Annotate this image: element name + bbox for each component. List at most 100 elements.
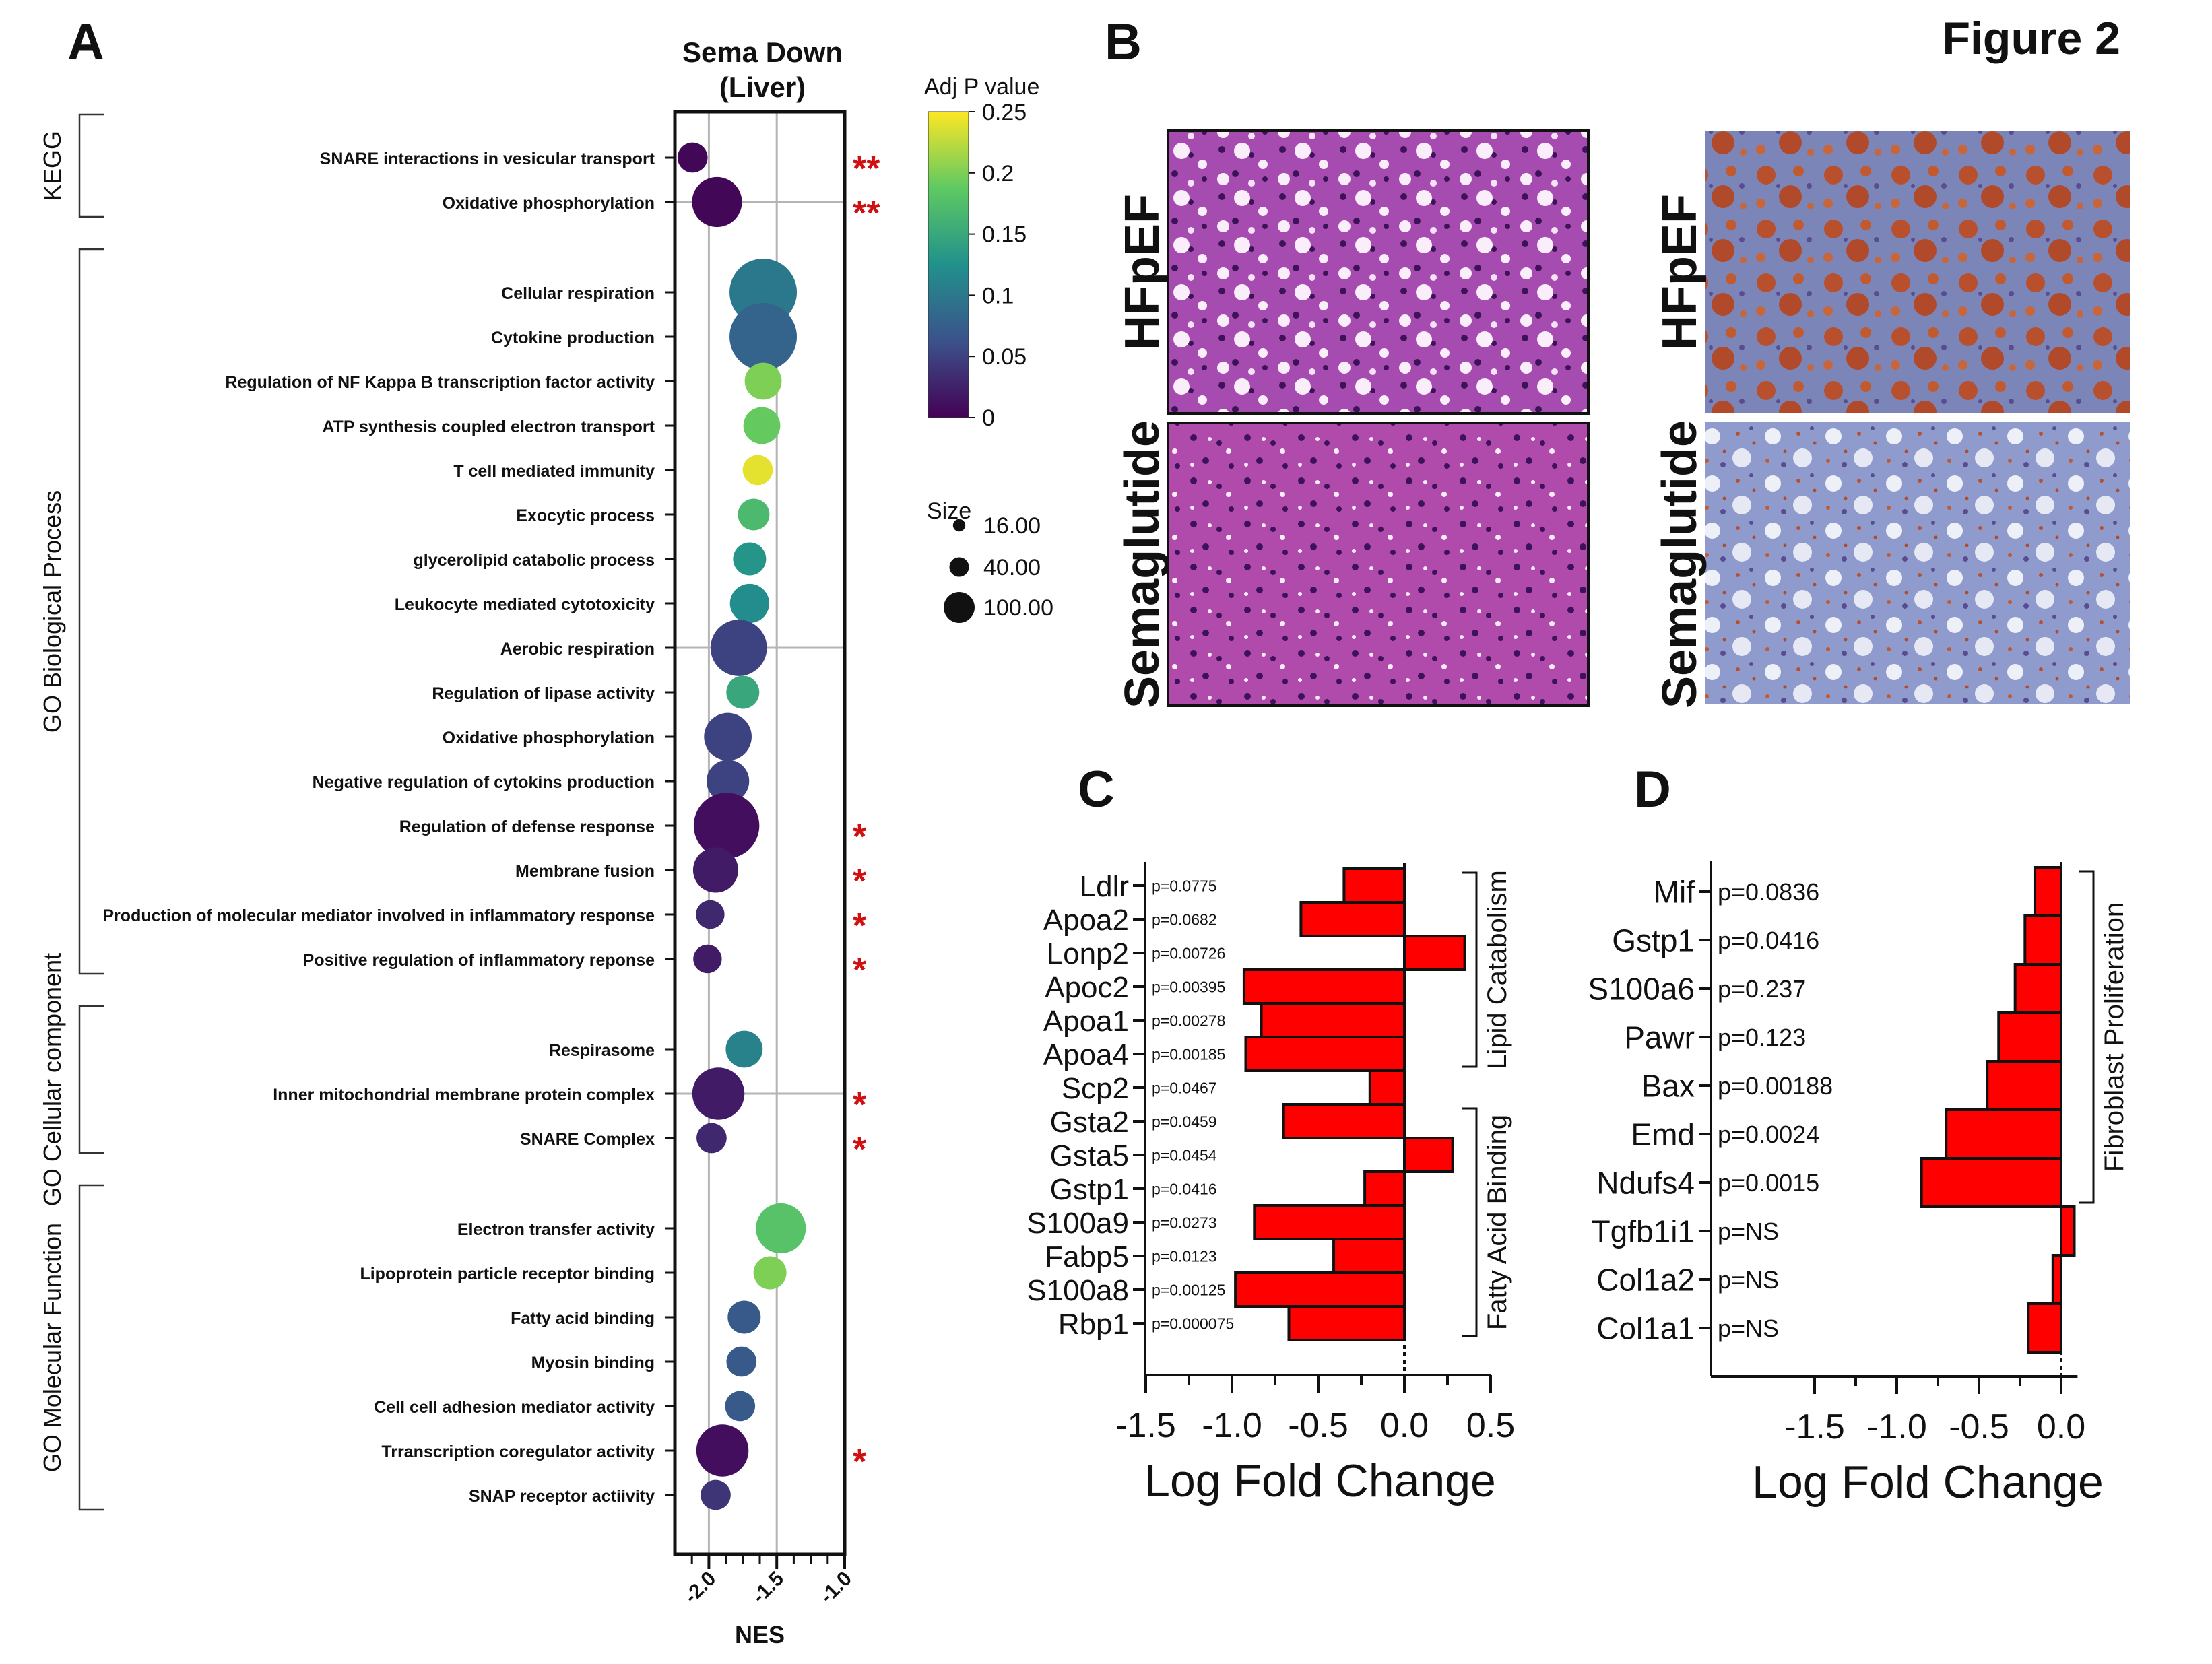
color-legend-tick-label: 0.25 bbox=[982, 100, 1027, 125]
p-value-label: p=0.0775 bbox=[1152, 877, 1217, 894]
bar bbox=[1234, 1271, 1406, 1308]
dotplot-title-line-2: (Liver) bbox=[719, 71, 806, 103]
dotplot-point bbox=[704, 712, 752, 761]
bar bbox=[1363, 1170, 1406, 1207]
dotplot-term-label: Exocytic process bbox=[516, 506, 655, 525]
dotplot-x-tick-label: -1.5 bbox=[748, 1568, 788, 1608]
bar bbox=[2060, 1205, 2076, 1257]
h-and-e-hfpef-image bbox=[1167, 129, 1590, 415]
x-tick-label: -1.0 bbox=[1202, 1406, 1262, 1445]
size-legend-dot bbox=[952, 519, 966, 532]
category-label: Col1a1 bbox=[1596, 1311, 1695, 1346]
dotplot-term-label: Fatty acid binding bbox=[511, 1309, 655, 1328]
bar bbox=[1282, 1103, 1406, 1139]
category-label: GO Biological Process bbox=[38, 490, 66, 733]
dotplot-point bbox=[738, 498, 770, 531]
p-value-label: p=NS bbox=[1718, 1218, 1779, 1245]
dotplot-term-label: Oxidative phosphorylation bbox=[443, 729, 655, 747]
panel-letter-c: C bbox=[1078, 761, 1115, 818]
p-value-label: p=0.00726 bbox=[1152, 944, 1225, 962]
dotplot-term-label: Lipoprotein particle receptor binding bbox=[360, 1265, 655, 1284]
color-legend-gradient bbox=[928, 111, 969, 418]
group-bracket-label: Fatty Acid Binding bbox=[1483, 1114, 1512, 1330]
x-tick-label: 0.0 bbox=[1380, 1406, 1429, 1445]
significance-marker: ** bbox=[853, 194, 880, 233]
category-label: Bax bbox=[1641, 1069, 1695, 1104]
bar bbox=[1368, 1069, 1406, 1106]
dotplot-term-label: Regulation of defense response bbox=[399, 818, 655, 836]
row-label-hfpef-right: HFpEF bbox=[1653, 194, 1707, 350]
panel-c-bar-chart: Ldlr p=0.0775 Apoa2 p=0.0682 Lonp2 p=0.00726 A… bbox=[1027, 862, 1515, 1506]
size-legend-dot bbox=[944, 592, 975, 623]
bar bbox=[1342, 867, 1406, 904]
dotplot-term-label: Respirasome bbox=[549, 1041, 655, 1060]
dotplot-point bbox=[693, 793, 760, 859]
bar bbox=[2051, 1254, 2063, 1305]
group-bracket bbox=[2079, 870, 2095, 1204]
panel-a-dot-plot: Sema Down (Liver) SNARE interactions in … bbox=[38, 36, 1053, 1649]
bar bbox=[1332, 1238, 1406, 1274]
panel-b-histology: HFpEF Semaglutide HFpEF Semaglutide bbox=[1115, 129, 2130, 708]
oil-red-o-semaglutide-image bbox=[1705, 422, 2130, 704]
significance-marker: * bbox=[853, 1442, 867, 1482]
p-value-label: p=0.0273 bbox=[1152, 1213, 1217, 1231]
bar bbox=[2013, 963, 2062, 1014]
bar bbox=[1997, 1011, 2063, 1063]
dotplot-term-label: Aerobic respiration bbox=[500, 640, 655, 659]
category-bracket bbox=[78, 1184, 104, 1511]
significance-marker: * bbox=[853, 1130, 867, 1169]
bar bbox=[1244, 1036, 1406, 1072]
x-tick-label: -1.5 bbox=[1115, 1406, 1176, 1445]
category-label: GO Molecular Function bbox=[38, 1223, 66, 1472]
p-value-label: p=0.0123 bbox=[1152, 1247, 1217, 1265]
p-value-label: p=NS bbox=[1718, 1314, 1779, 1342]
significance-marker: * bbox=[853, 1086, 867, 1125]
p-value-label: p=0.0459 bbox=[1152, 1112, 1217, 1130]
panel-d-bar-chart: Mif p=0.0836 Gstp1 p=0.0416 S100a6 p=0.237 Paw… bbox=[1588, 861, 2129, 1508]
category-label: Scp2 bbox=[1062, 1072, 1129, 1105]
dotplot-point bbox=[744, 362, 782, 400]
dotplot-term-label: Positive regulation of inflammatory repo… bbox=[303, 951, 655, 970]
h-and-e-semaglutide-image bbox=[1167, 422, 1590, 707]
dotplot-point bbox=[729, 583, 770, 624]
category-label: Gsta2 bbox=[1050, 1106, 1129, 1139]
dotplot-x-axis-label: NES bbox=[735, 1621, 785, 1649]
dotplot-point bbox=[696, 900, 725, 929]
category-label: Ndufs4 bbox=[1596, 1166, 1695, 1201]
dotplot-point bbox=[710, 620, 767, 676]
category-label: KEGG bbox=[38, 131, 66, 201]
significance-marker: * bbox=[853, 818, 867, 857]
dotplot-point bbox=[677, 142, 708, 173]
p-value-label: p=0.00185 bbox=[1152, 1045, 1225, 1063]
p-value-label: p=0.0467 bbox=[1152, 1079, 1217, 1096]
x-axis-label: Log Fold Change bbox=[1752, 1457, 2104, 1508]
p-value-label: p=0.0454 bbox=[1152, 1146, 1217, 1164]
p-value-label: p=0.0416 bbox=[1152, 1180, 1217, 1197]
color-legend-tick-label: 0.1 bbox=[982, 283, 1014, 308]
row-label-hfpef-left: HFpEF bbox=[1115, 194, 1169, 350]
dotplot-term-label: Leukocyte mediated cytotoxicity bbox=[395, 595, 655, 614]
panel-letter-b: B bbox=[1105, 13, 1142, 71]
category-label: Apoa4 bbox=[1043, 1038, 1129, 1071]
category-label: Gstp1 bbox=[1050, 1173, 1129, 1206]
group-bracket bbox=[1462, 871, 1478, 1068]
dotplot-title-line-1: Sema Down bbox=[682, 36, 843, 68]
p-value-label: p=0.0836 bbox=[1718, 878, 1819, 906]
panel-letter-d: D bbox=[1634, 761, 1671, 818]
dotplot-term-label: Regulation of lipase activity bbox=[432, 684, 655, 703]
category-label: Ldlr bbox=[1080, 870, 1129, 903]
bar bbox=[1299, 901, 1406, 937]
dotplot-point bbox=[726, 1346, 757, 1377]
size-legend-label: 16.00 bbox=[983, 513, 1041, 539]
group-bracket-label: Fibroblast Proliferation bbox=[2100, 902, 2129, 1172]
bar bbox=[2023, 914, 2063, 966]
category-label: GO Cellular component bbox=[38, 953, 66, 1206]
p-value-label: p=0.00278 bbox=[1152, 1011, 1225, 1029]
category-label: Emd bbox=[1631, 1117, 1695, 1152]
color-legend-tick-label: 0.05 bbox=[982, 344, 1027, 370]
dotplot-term-label: Cellular respiration bbox=[501, 284, 655, 303]
dotplot-point bbox=[756, 1203, 806, 1254]
dotplot-term-label: Inner mitochondrial membrane protein com… bbox=[273, 1086, 655, 1104]
color-legend-tick-label: 0.15 bbox=[982, 222, 1027, 248]
dotplot-point bbox=[696, 1123, 727, 1154]
